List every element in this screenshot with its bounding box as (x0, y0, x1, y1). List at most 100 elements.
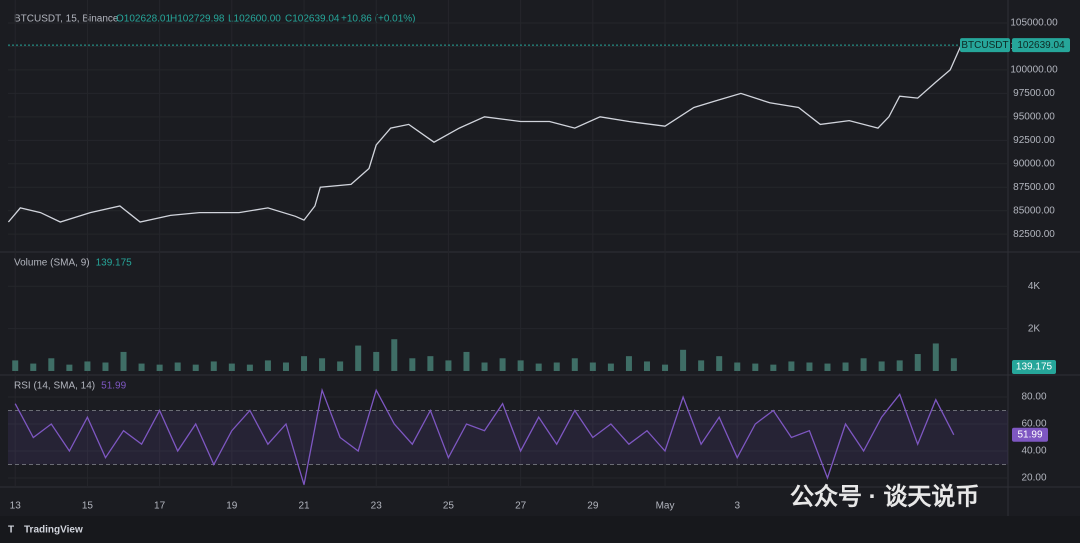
volume-bar (824, 363, 831, 371)
y-tick-label: 95000.00 (1013, 111, 1055, 122)
volume-bar (391, 339, 398, 371)
y-tick-label: 40.00 (1021, 446, 1046, 457)
volume-bar (842, 362, 849, 371)
x-tick-label: 29 (587, 501, 599, 512)
volume-bar (373, 351, 380, 371)
ohlc-close: C102639.04 (285, 14, 340, 25)
x-tick-label: 15 (82, 501, 94, 512)
volume-bar (246, 364, 253, 371)
x-tick-label: 17 (154, 501, 166, 512)
volume-bar (156, 364, 163, 371)
panel-value: 51.99 (101, 381, 126, 392)
price-tag-bg (960, 38, 1010, 53)
volume-bar (499, 358, 506, 371)
volume-bar (517, 360, 524, 371)
volume-bar (860, 358, 867, 371)
ohlc-open: O102628.01 (116, 14, 171, 25)
volume-bar (716, 356, 723, 371)
ohlc-change: +10.86 (+0.01%) (341, 14, 416, 25)
volume-bar (914, 354, 921, 371)
y-tick-label: 80.00 (1021, 392, 1046, 403)
y-tick-label: 87500.00 (1013, 182, 1055, 193)
y-tick-label: 92500.00 (1013, 135, 1055, 146)
y-tick-label: 97500.00 (1013, 88, 1055, 99)
volume-bar (138, 363, 145, 371)
volume-bar (571, 358, 578, 371)
volume-bar (481, 362, 488, 371)
volume-bar (66, 364, 73, 371)
y-tick-label: 2K (1028, 323, 1041, 334)
volume-bar (48, 358, 55, 371)
brand: TradingView (24, 525, 83, 536)
volume-bar (878, 361, 885, 371)
volume-bar (463, 351, 470, 371)
y-tick-label: 85000.00 (1013, 205, 1055, 216)
volume-bar (12, 360, 19, 371)
value-tag: 139.175 (1016, 362, 1053, 373)
x-tick-label: 21 (298, 501, 310, 512)
x-tick-label: 27 (515, 501, 527, 512)
volume-bar (445, 360, 452, 371)
x-tick-label: 23 (371, 501, 383, 512)
footer-bar (0, 516, 1080, 543)
volume-bar (589, 362, 596, 371)
volume-bar (752, 363, 759, 371)
volume-bar (734, 362, 741, 371)
ohlc-high: H102729.98 (170, 14, 225, 25)
volume-bar (643, 361, 650, 371)
volume-bar (355, 345, 362, 371)
y-tick-label: 100000.00 (1010, 65, 1058, 76)
volume-bar (319, 358, 326, 371)
price-tag-value: 102639.04 (1017, 40, 1065, 51)
volume-bar (553, 362, 560, 371)
price-tag-bg (1012, 38, 1070, 53)
volume-bar (788, 361, 795, 371)
volume-bar (282, 362, 289, 371)
y-tick-label: 90000.00 (1013, 158, 1055, 169)
volume-bar (102, 362, 109, 371)
volume-bar (210, 361, 217, 371)
y-tick-label: 105000.00 (1010, 18, 1058, 29)
brand-logo: T (8, 525, 14, 536)
panel-title: Volume (SMA, 9) (14, 258, 90, 269)
value-tag-bg (1012, 427, 1048, 442)
volume-bar (120, 351, 127, 371)
volume-bar (607, 363, 614, 371)
value-tag: 51.99 (1017, 429, 1042, 440)
volume-bar (950, 358, 957, 371)
volume-bar (84, 361, 91, 371)
volume-bar (337, 361, 344, 371)
y-tick-label: 82500.00 (1013, 229, 1055, 240)
symbol: BTCUSDT, 15, Binance (14, 14, 119, 25)
x-tick-label: May (656, 501, 675, 512)
volume-bar (625, 356, 632, 371)
volume-bar (264, 360, 271, 371)
volume-bar (535, 363, 542, 371)
volume-bar (662, 364, 669, 371)
volume-bar (228, 363, 235, 371)
y-tick-label: 4K (1028, 281, 1041, 292)
series-line (14, 387, 955, 485)
price-tag-symbol: BTCUSDT (961, 40, 1008, 51)
panel-dividers (0, 0, 1080, 516)
series-line (7, 44, 962, 223)
volume-bar (932, 343, 939, 371)
volume-bar (174, 362, 181, 371)
ohlc-low: L102600.00 (228, 14, 281, 25)
panel-value: 139.175 (96, 258, 133, 269)
volume-bar (698, 360, 705, 371)
y-tick-label: 60.00 (1021, 419, 1046, 430)
x-tick-label: 19 (226, 501, 238, 512)
panel-title: RSI (14, SMA, 14) (14, 381, 95, 392)
x-tick-label: 25 (443, 501, 455, 512)
y-tick-label: 20.00 (1021, 473, 1046, 484)
volume-bar (301, 356, 308, 371)
volume-bar (427, 356, 434, 371)
x-tick-label: 3 (734, 501, 740, 512)
value-tag-bg (1012, 360, 1056, 374)
volume-bar (806, 362, 813, 371)
volume-bar (770, 364, 777, 371)
